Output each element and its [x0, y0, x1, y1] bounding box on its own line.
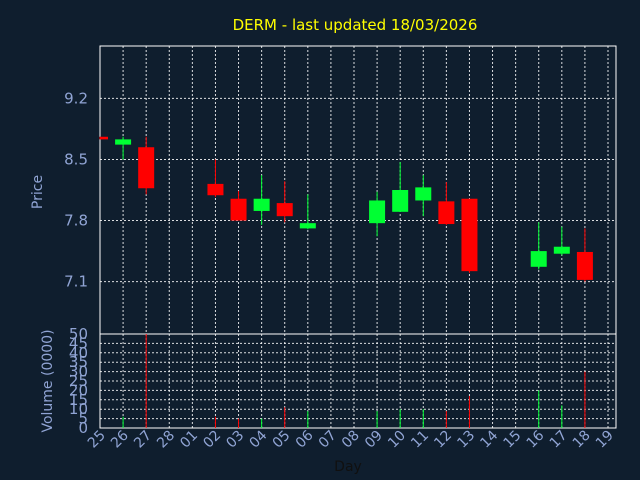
price-tick-label: 9.2: [64, 89, 88, 107]
price-axis-label: Price: [30, 175, 46, 209]
candle-body: [369, 200, 386, 224]
x-tick-label: 19: [593, 428, 617, 452]
price-panel: 7.1 7.8 8.5 9.2 Price: [30, 45, 617, 335]
candle-body: [438, 201, 455, 225]
x-tick-label: 13: [454, 428, 478, 452]
x-ticks: 25 26 27 28 01 02 03 04 05 06 07 08 09 10 11 12 13 14 15 16…: [85, 427, 617, 451]
candle-body: [576, 251, 593, 280]
x-axis-label: Day: [334, 459, 362, 475]
volume-tick-label: 45: [69, 334, 88, 352]
x-tick-label: 08: [339, 428, 363, 452]
price-candles: [99, 136, 593, 282]
x-tick-label: 01: [177, 428, 201, 452]
candle-body: [276, 203, 293, 217]
x-tick-label: 10: [385, 428, 409, 452]
x-tick-label: 17: [547, 428, 571, 452]
x-tick-label: 27: [131, 428, 155, 452]
x-tick-label: 06: [293, 427, 317, 451]
volume-tick-label: 5: [78, 410, 88, 428]
candle-body: [207, 183, 224, 196]
candle-body: [115, 139, 132, 145]
volume-grid: [100, 334, 616, 428]
x-tick-label: 02: [200, 428, 224, 452]
price-y-ticks: 7.1 7.8 8.5 9.2: [64, 89, 88, 290]
price-grid: [100, 46, 616, 334]
chart-title: DERM - last updated 18/03/2026: [233, 16, 478, 34]
volume-tick-label: 0: [78, 419, 88, 437]
volume-tick-label: 20: [69, 381, 88, 399]
candle-body: [299, 223, 316, 229]
candle-body: [100, 136, 108, 140]
volume-axis-label: Volume (0000): [40, 329, 56, 432]
volume-tick-label: 30: [69, 363, 88, 381]
price-tick-label: 7.1: [64, 273, 88, 291]
volume-tick-label: 50: [69, 325, 88, 343]
candle-body: [553, 246, 570, 254]
x-tick-label: 18: [570, 428, 594, 452]
volume-tick-label: 15: [69, 391, 88, 409]
x-tick-label: 05: [270, 428, 294, 452]
x-tick-label: 12: [431, 428, 455, 452]
volume-bars: [122, 334, 586, 428]
x-tick-label: 28: [154, 428, 178, 452]
volume-tick-label: 40: [69, 344, 88, 362]
volume-tick-label: 25: [69, 372, 88, 390]
x-tick-label: 11: [408, 428, 432, 452]
candle-body: [392, 190, 409, 212]
x-tick-label: 25: [85, 428, 109, 452]
x-tick-label: 26: [108, 427, 132, 451]
candle-body: [138, 147, 155, 189]
price-tick-label: 8.5: [64, 150, 88, 168]
x-tick-label: 16: [524, 427, 548, 451]
candle-body: [530, 251, 547, 267]
x-tick-label: 15: [501, 428, 525, 452]
x-tick-label: 07: [316, 428, 340, 452]
candle-body: [253, 198, 270, 211]
candle-body: [230, 198, 247, 221]
volume-tick-label: 35: [69, 353, 88, 371]
x-tick-label: 14: [477, 427, 501, 451]
x-tick-label: 09: [362, 428, 386, 452]
candle-body: [415, 187, 432, 201]
x-tick-label: 04: [247, 427, 271, 451]
candle-body: [461, 198, 478, 272]
x-tick-label: 03: [223, 428, 247, 452]
volume-tick-label: 10: [69, 400, 88, 418]
price-tick-label: 7.8: [64, 212, 88, 230]
